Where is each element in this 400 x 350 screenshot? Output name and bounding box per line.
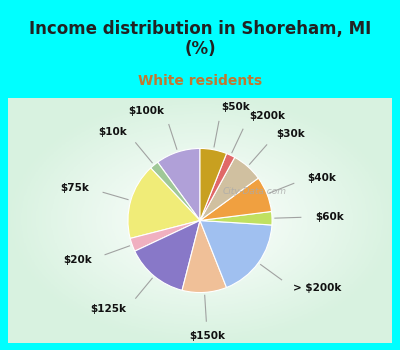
Wedge shape	[128, 168, 200, 238]
Wedge shape	[200, 148, 226, 220]
Wedge shape	[200, 154, 235, 220]
Text: $50k: $50k	[222, 102, 250, 112]
Text: Income distribution in Shoreham, MI
(%): Income distribution in Shoreham, MI (%)	[29, 20, 371, 58]
Wedge shape	[200, 178, 272, 220]
Text: $20k: $20k	[63, 254, 92, 265]
Text: $60k: $60k	[315, 212, 344, 222]
Text: $10k: $10k	[98, 127, 126, 136]
Wedge shape	[182, 220, 226, 293]
Text: $200k: $200k	[249, 111, 285, 121]
Wedge shape	[158, 148, 200, 220]
Text: White residents: White residents	[138, 74, 262, 88]
Text: $100k: $100k	[128, 106, 164, 116]
Text: > $200k: > $200k	[293, 283, 342, 293]
Wedge shape	[151, 162, 200, 220]
Text: $30k: $30k	[276, 129, 305, 139]
Text: $125k: $125k	[90, 304, 126, 314]
Wedge shape	[135, 220, 200, 290]
Text: City-Data.com: City-Data.com	[222, 187, 286, 196]
Wedge shape	[130, 220, 200, 251]
Text: $150k: $150k	[189, 330, 225, 341]
Wedge shape	[200, 220, 272, 287]
Wedge shape	[200, 211, 272, 225]
Text: $40k: $40k	[307, 173, 336, 183]
Text: $75k: $75k	[60, 183, 89, 193]
Wedge shape	[200, 158, 258, 220]
